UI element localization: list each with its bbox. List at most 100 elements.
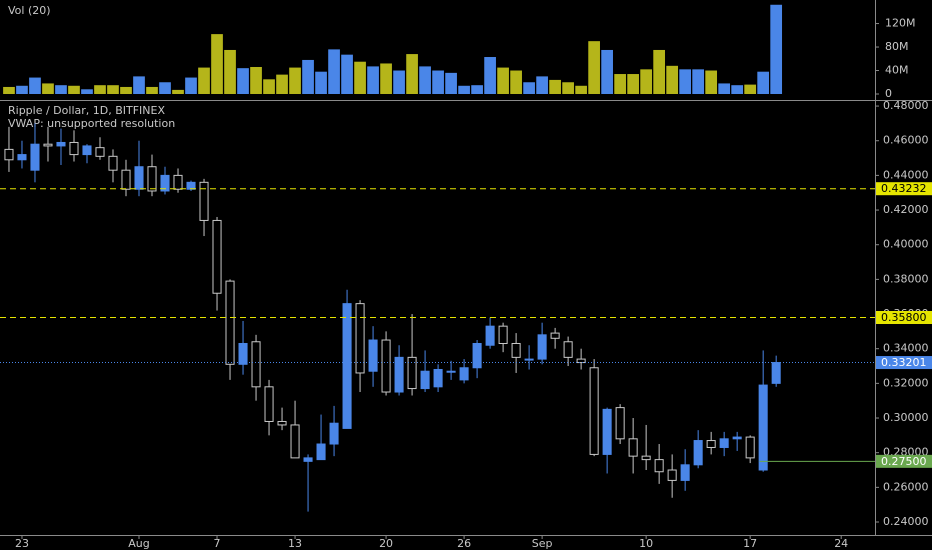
candle-body	[82, 145, 92, 156]
candle-body	[121, 169, 131, 190]
volume-bar	[588, 41, 600, 94]
candle-body	[745, 436, 755, 459]
candle-body	[589, 367, 599, 455]
price-label-box	[876, 311, 932, 324]
volume-bar	[81, 89, 93, 94]
volume-bar	[484, 57, 496, 94]
candle-body	[316, 443, 326, 461]
volume-bar	[172, 89, 184, 94]
candle-body	[212, 219, 222, 294]
volume-bar	[510, 70, 522, 94]
candle-body	[693, 440, 703, 466]
candle-body	[550, 332, 560, 339]
volume-bar	[744, 84, 757, 94]
volume-bar	[601, 49, 613, 94]
candle-body	[290, 424, 300, 459]
candle-body	[407, 356, 417, 390]
volume-bar	[731, 85, 744, 94]
candle-body	[56, 141, 66, 147]
y-tick-label: 0.26000	[883, 480, 929, 493]
x-tick-label: 24	[834, 537, 848, 550]
x-tick-label: 17	[743, 537, 757, 550]
y-tick-label: 0.32000	[883, 376, 929, 389]
volume-bar	[640, 69, 652, 94]
y-tick-label: 0.44000	[883, 168, 929, 181]
volume-bar	[185, 77, 197, 94]
volume-bar	[705, 70, 718, 94]
price-label-box	[876, 182, 932, 196]
volume-bar	[107, 85, 119, 94]
volume-bar	[770, 4, 783, 94]
candle-body	[160, 174, 170, 192]
candle-body	[537, 334, 547, 360]
volume-bar	[757, 71, 770, 94]
volume-bar	[146, 86, 158, 94]
chart-title: Ripple / Dollar, 1D, BITFINEX	[8, 104, 165, 117]
candle-body	[17, 154, 27, 161]
candle-body	[394, 356, 404, 393]
volume-bar	[55, 85, 67, 94]
candle-body	[147, 166, 157, 192]
candle-body	[680, 464, 690, 481]
y-tick-label: 0.46000	[883, 134, 929, 147]
y-tick-label: 0.34000	[883, 342, 929, 355]
price-label: 0.35800	[881, 311, 927, 324]
x-tick-label: 26	[457, 537, 471, 550]
candle-body	[368, 339, 378, 372]
volume-bar	[263, 79, 275, 94]
candle-body	[498, 325, 508, 344]
y-tick-label: 0.42000	[883, 203, 929, 216]
x-tick-label: 20	[379, 537, 393, 550]
price-label: 0.33201	[881, 356, 927, 369]
candle-body	[134, 166, 144, 190]
candle-body	[667, 469, 677, 481]
candle-body	[524, 358, 534, 361]
candle-body	[576, 358, 586, 364]
candle-body	[69, 141, 79, 156]
volume-bar	[471, 85, 483, 94]
volume-bar	[575, 85, 587, 94]
volume-bar	[328, 49, 340, 94]
volume-bar	[536, 76, 548, 94]
candle-body	[225, 280, 235, 365]
y-tick-label: 0.48000	[883, 99, 929, 112]
candle-body	[511, 342, 521, 358]
volume-bar	[679, 69, 692, 94]
candle-body	[641, 455, 651, 461]
y-tick-label: 0.24000	[883, 515, 929, 528]
candle-body	[4, 148, 14, 161]
volume-bar	[406, 54, 418, 94]
volume-bar	[523, 82, 535, 94]
volume-bar	[562, 82, 574, 94]
candle-body	[563, 341, 573, 358]
candle-body	[732, 436, 742, 440]
candle-body	[199, 181, 209, 221]
volume-bar	[68, 85, 80, 94]
vol-y-tick-label: 40M	[885, 64, 909, 77]
candle-body	[108, 155, 118, 171]
volume-bar	[16, 85, 28, 94]
volume-bar	[419, 66, 431, 94]
candle-body	[420, 370, 430, 390]
vol-y-tick-label: 120M	[885, 17, 916, 30]
volume-bar	[159, 82, 171, 94]
volume-bar	[3, 86, 15, 94]
y-tick-label: 0.30000	[883, 411, 929, 424]
volume-bar	[393, 70, 405, 94]
candle-body	[485, 325, 495, 346]
volume-bar	[367, 66, 379, 94]
vol-y-tick-label: 80M	[885, 40, 909, 53]
candle-body	[30, 143, 40, 171]
x-tick-label: 7	[214, 537, 221, 550]
volume-bar	[354, 61, 366, 94]
volume-bar	[120, 86, 132, 94]
candle-body	[303, 457, 313, 462]
price-label: 0.27500	[881, 455, 927, 468]
volume-bar	[458, 85, 470, 94]
x-tick-label: 23	[15, 537, 29, 550]
volume-bar	[380, 63, 392, 94]
x-tick-label: 13	[288, 537, 302, 550]
candle-body	[43, 143, 53, 147]
